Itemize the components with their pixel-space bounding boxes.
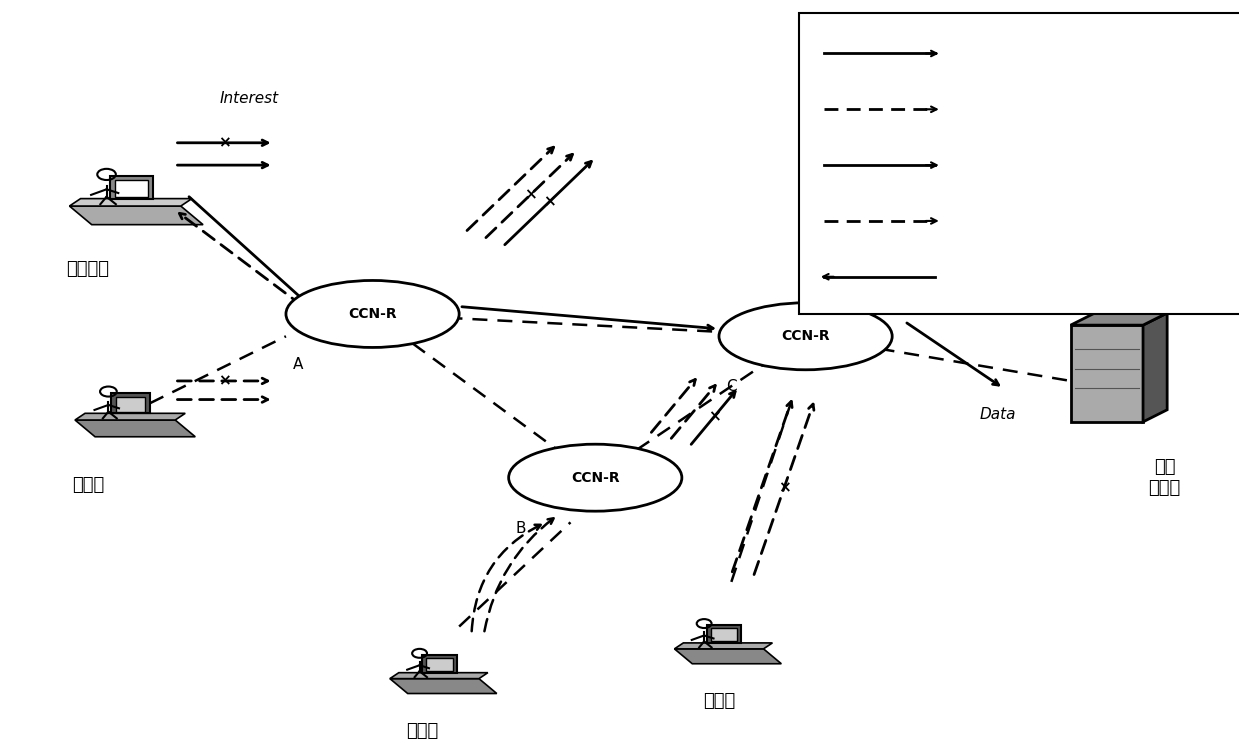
- Bar: [109, 176, 153, 199]
- Text: A: A: [293, 357, 304, 372]
- Text: 合法用户: 合法用户: [67, 260, 109, 279]
- Polygon shape: [1143, 313, 1167, 422]
- Text: CCN-R: CCN-R: [348, 307, 397, 321]
- Polygon shape: [675, 643, 773, 649]
- Text: 攻击者: 攻击者: [703, 692, 735, 710]
- Polygon shape: [389, 678, 497, 693]
- Text: 被丢弃正常兴趣包: 被丢弃正常兴趣包: [954, 158, 1027, 173]
- Text: 正常兴趣包: 正常兴趣包: [954, 46, 999, 61]
- Text: 内容
服务器: 内容 服务器: [1148, 459, 1180, 497]
- Text: 攻击者: 攻击者: [405, 722, 438, 740]
- Polygon shape: [389, 673, 487, 678]
- Text: 被丢弃虚假兴趣包: 被丢弃虚假兴趣包: [954, 214, 1027, 229]
- Bar: [427, 658, 453, 672]
- Bar: [711, 628, 737, 642]
- Text: CCN-R: CCN-R: [781, 329, 830, 344]
- Text: 攻击者: 攻击者: [72, 476, 104, 494]
- Text: Data: Data: [980, 407, 1016, 422]
- Text: B: B: [516, 521, 526, 536]
- Ellipse shape: [508, 444, 682, 511]
- Text: ×: ×: [777, 480, 790, 495]
- Text: ×: ×: [543, 194, 556, 209]
- Text: ×: ×: [218, 374, 231, 388]
- Bar: [422, 655, 456, 673]
- Ellipse shape: [719, 303, 893, 370]
- Polygon shape: [1070, 313, 1167, 325]
- Text: Interest: Interest: [219, 90, 279, 105]
- Text: 正常数据包: 正常数据包: [954, 269, 999, 285]
- Bar: [1070, 325, 1143, 422]
- Polygon shape: [69, 206, 203, 225]
- FancyBboxPatch shape: [800, 13, 1240, 314]
- Text: CCN-R: CCN-R: [570, 471, 620, 485]
- Bar: [115, 397, 145, 412]
- Polygon shape: [675, 649, 781, 664]
- Text: 虚假兴趣包: 虚假兴趣包: [954, 102, 999, 117]
- Text: ×: ×: [873, 214, 887, 229]
- Bar: [115, 180, 148, 196]
- Text: ×: ×: [218, 135, 231, 150]
- Text: ×: ×: [873, 158, 887, 173]
- Text: C: C: [727, 379, 737, 394]
- Bar: [112, 393, 150, 413]
- Polygon shape: [69, 199, 192, 206]
- Text: ×: ×: [708, 409, 720, 424]
- Text: ×: ×: [525, 187, 537, 202]
- Polygon shape: [74, 413, 185, 420]
- Ellipse shape: [286, 280, 459, 347]
- Polygon shape: [74, 420, 195, 437]
- Bar: [707, 625, 742, 643]
